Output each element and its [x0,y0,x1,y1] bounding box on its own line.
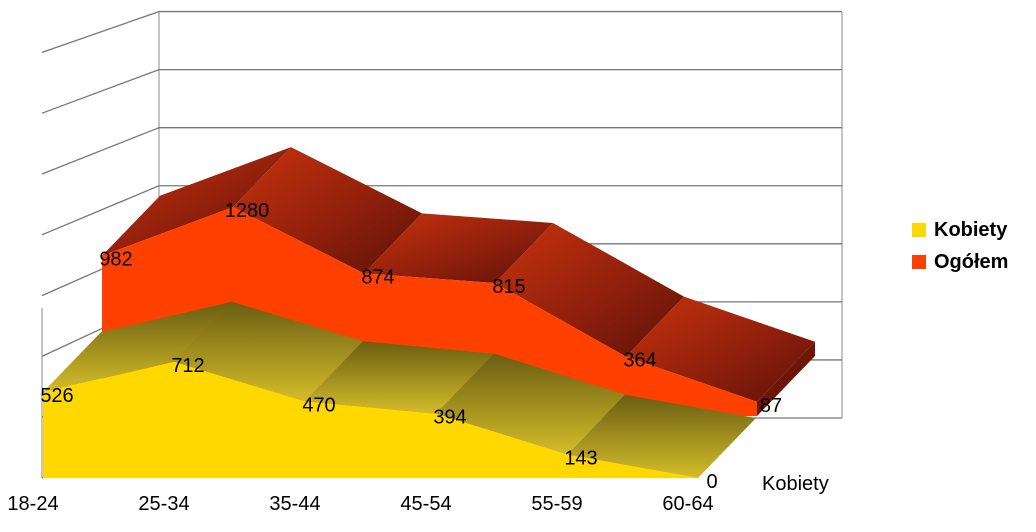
data-label: 1280 [225,200,270,222]
series-front-face [43,361,698,478]
x-tick-label: 25-34 [138,493,189,515]
series-top-face [626,296,815,402]
series-top-face [436,353,625,455]
legend-label-ogolem: Ogółem [934,250,1009,273]
gridline-side [41,185,160,236]
data-label: 364 [623,350,656,372]
chart-legend: Kobiety Ogółem [912,214,1008,278]
legend-swatch-ogolem [912,255,926,269]
data-label: 143 [564,448,597,470]
series-top-face [102,147,291,256]
series-top-face [305,341,494,414]
data-label: 394 [433,407,466,429]
depth-axis-label: Kobiety [762,473,829,495]
gridline-side [41,127,160,175]
x-tick-label: 35-44 [269,493,320,515]
series-top-face [364,213,553,283]
series-top-face [567,394,756,478]
data-label: 815 [492,276,525,298]
legend-label-kobiety: Kobiety [934,218,1008,241]
series-top-face [174,301,363,402]
data-label: 712 [171,355,204,377]
x-tick-label: 45-54 [400,493,451,515]
x-tick-label: 55-59 [531,493,582,515]
x-tick-label: 60-64 [662,493,713,515]
gridline-side [41,10,160,54]
series-kobiety [43,301,756,478]
legend-item-kobiety: Kobiety [912,214,1008,246]
series-top-face [43,301,232,393]
gridline-side [41,69,160,114]
series-top-face [495,222,684,357]
series-end-cap [757,341,815,416]
data-label: 470 [302,394,335,416]
data-label: 526 [40,385,73,407]
legend-swatch-kobiety [912,223,926,237]
x-tick-label: 18-24 [7,493,58,515]
data-label: 982 [99,249,132,271]
series-top-face [233,147,422,274]
legend-item-ogolem: Ogółem [912,246,1008,278]
data-label: 0 [706,471,717,493]
data-label: 87 [760,395,782,417]
data-label: 874 [361,266,394,288]
